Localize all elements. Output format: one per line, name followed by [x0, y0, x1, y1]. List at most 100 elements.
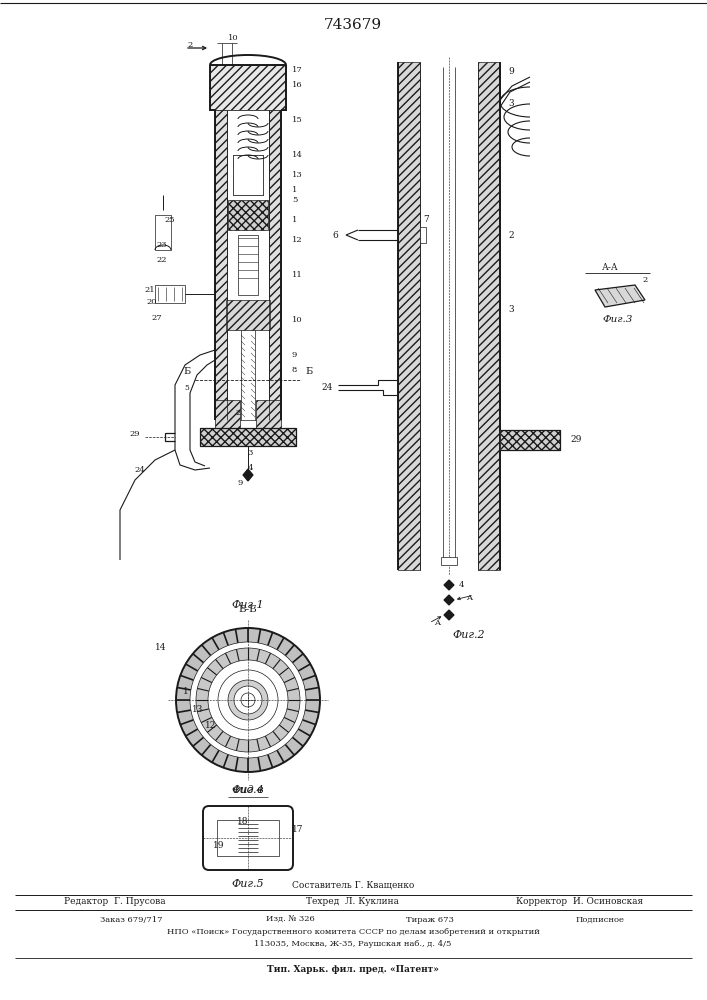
- Text: Фиг.1: Фиг.1: [232, 600, 264, 610]
- FancyBboxPatch shape: [203, 806, 293, 870]
- Bar: [233, 155, 263, 195]
- Text: 1: 1: [292, 186, 298, 194]
- Polygon shape: [215, 400, 240, 430]
- Text: Составитель Г. Кващенко: Составитель Г. Кващенко: [292, 880, 414, 890]
- Text: Тип. Харьк. фил. пред. «Патент»: Тип. Харьк. фил. пред. «Патент»: [267, 966, 439, 974]
- Text: 24: 24: [134, 466, 145, 474]
- Text: 2: 2: [187, 41, 192, 49]
- Circle shape: [241, 693, 255, 707]
- Text: 5: 5: [292, 196, 298, 204]
- Text: Фиг.3: Фиг.3: [603, 316, 633, 324]
- Text: 14: 14: [155, 644, 166, 652]
- Text: Фиг.5: Фиг.5: [232, 879, 264, 889]
- Text: 15: 15: [292, 116, 303, 124]
- Polygon shape: [269, 110, 281, 420]
- Text: 12: 12: [292, 236, 303, 244]
- Text: 29: 29: [129, 430, 140, 438]
- Text: 4: 4: [458, 581, 464, 589]
- Text: 10: 10: [228, 34, 238, 42]
- Text: Изд. № 326: Изд. № 326: [266, 916, 315, 924]
- Bar: [155, 285, 185, 303]
- Polygon shape: [200, 428, 296, 446]
- Text: Б: Б: [183, 367, 191, 376]
- Text: Техред  Л. Куклина: Техред Л. Куклина: [307, 898, 399, 906]
- Bar: [217, 820, 279, 856]
- Text: 25: 25: [164, 216, 175, 224]
- Text: 9: 9: [238, 479, 243, 487]
- Text: A: A: [434, 619, 440, 627]
- Polygon shape: [444, 580, 454, 590]
- Text: 113035, Москва, Ж-35, Раушская наб., д. 4/5: 113035, Москва, Ж-35, Раушская наб., д. …: [255, 940, 452, 948]
- Circle shape: [208, 660, 288, 740]
- Text: 20: 20: [146, 298, 157, 306]
- Text: 10: 10: [292, 316, 303, 324]
- Polygon shape: [215, 110, 227, 420]
- Text: Редактор  Г. Прусова: Редактор Г. Прусова: [64, 898, 166, 906]
- Polygon shape: [500, 430, 560, 450]
- Text: 1: 1: [292, 216, 298, 224]
- Text: 24: 24: [322, 383, 333, 392]
- Polygon shape: [398, 62, 420, 570]
- Text: 7: 7: [423, 216, 429, 225]
- Circle shape: [228, 680, 268, 720]
- Polygon shape: [233, 155, 263, 195]
- Text: A: A: [466, 594, 472, 602]
- Text: вид в: вид в: [233, 785, 263, 795]
- Text: Корректор  И. Осиновская: Корректор И. Осиновская: [516, 898, 643, 906]
- Polygon shape: [228, 200, 268, 230]
- Bar: [238, 235, 258, 295]
- Text: 23: 23: [156, 241, 167, 249]
- Text: 8: 8: [292, 366, 298, 374]
- Polygon shape: [210, 65, 286, 110]
- Text: НПО «Поиск» Государственного комитета СССР по делам изобретений и открытий: НПО «Поиск» Государственного комитета СС…: [167, 928, 539, 936]
- Circle shape: [176, 628, 320, 772]
- Text: Фиг.2: Фиг.2: [452, 630, 485, 640]
- Text: 29: 29: [570, 436, 581, 444]
- Text: 2: 2: [235, 409, 240, 417]
- Text: 22: 22: [156, 256, 167, 264]
- Polygon shape: [256, 400, 281, 430]
- Text: 19: 19: [214, 842, 225, 850]
- Text: 16: 16: [292, 81, 303, 89]
- Bar: [227, 110, 269, 420]
- Text: 6: 6: [332, 231, 338, 239]
- Polygon shape: [444, 595, 454, 605]
- Text: 17: 17: [292, 66, 303, 74]
- Text: 17: 17: [292, 826, 303, 834]
- Bar: [441, 557, 457, 565]
- Text: Тираж 673: Тираж 673: [406, 916, 454, 924]
- Text: 13: 13: [292, 171, 303, 179]
- Text: Б: Б: [305, 367, 312, 376]
- Text: 18: 18: [238, 818, 249, 826]
- Text: 1: 1: [183, 688, 189, 696]
- Text: 12: 12: [205, 720, 216, 730]
- Text: 21: 21: [144, 286, 155, 294]
- Text: 4: 4: [247, 464, 252, 472]
- Polygon shape: [478, 62, 500, 570]
- Text: 13: 13: [192, 706, 204, 714]
- Text: 3: 3: [508, 306, 513, 314]
- Text: 14: 14: [292, 151, 303, 159]
- Text: 743679: 743679: [324, 18, 382, 32]
- Polygon shape: [226, 300, 270, 330]
- Circle shape: [218, 670, 278, 730]
- Text: 9: 9: [292, 351, 298, 359]
- Text: 3: 3: [247, 449, 252, 457]
- Text: 9: 9: [508, 68, 514, 77]
- Polygon shape: [595, 285, 645, 307]
- Polygon shape: [444, 610, 454, 620]
- Circle shape: [190, 642, 306, 758]
- Polygon shape: [243, 469, 253, 481]
- Text: 3: 3: [508, 100, 513, 108]
- Text: 5: 5: [185, 384, 189, 392]
- Circle shape: [196, 648, 300, 752]
- Text: 2: 2: [642, 276, 647, 284]
- Circle shape: [234, 686, 262, 714]
- Text: 2: 2: [508, 231, 513, 239]
- Bar: [155, 215, 171, 250]
- Bar: [420, 227, 426, 243]
- Text: 27: 27: [151, 314, 162, 322]
- Text: Подписное: Подписное: [575, 916, 624, 924]
- Text: Заказ 679/717: Заказ 679/717: [100, 916, 163, 924]
- Text: Фиг.4: Фиг.4: [232, 785, 264, 795]
